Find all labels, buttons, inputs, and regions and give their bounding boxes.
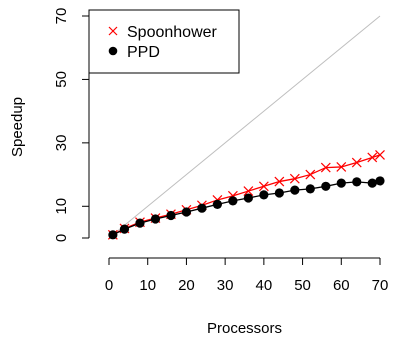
y-tick-label-50: 50 (53, 71, 70, 88)
point-ppd-16 (352, 177, 362, 187)
legend-marker-spoonhower-b (108, 26, 118, 36)
point-spoonhower-10 (258, 181, 269, 192)
point-ppd-14 (321, 181, 331, 191)
point-ppd-2 (135, 218, 145, 228)
point-ppd-5 (181, 207, 192, 217)
point-ppd-10 (259, 190, 269, 200)
y-tick-label-0: 0 (53, 234, 70, 242)
point-spoonhower-14 (320, 162, 331, 173)
point-spoonhower-17 (367, 152, 378, 163)
point-ppd-0 (108, 230, 118, 240)
legend-items: Spoonhower PPD (108, 24, 218, 61)
legend: Spoonhower PPD (88, 9, 240, 74)
point-ppd-4 (166, 210, 176, 221)
point-spoonhower-15-b (336, 162, 347, 172)
point-spoonhower-14-b (320, 162, 331, 173)
point-ppd-15 (336, 178, 346, 188)
point-ppd-13 (305, 184, 315, 194)
y-tick-label-30: 30 (53, 135, 70, 152)
x-tick-label-20: 20 (178, 277, 195, 294)
axes: 0 10 20 30 40 50 60 70 0 10 30 50 70 (53, 8, 388, 294)
point-spoonhower-13-b (305, 169, 316, 180)
series-layer (107, 149, 385, 240)
point-ppd-3 (150, 214, 161, 224)
legend-marker-ppd (108, 46, 118, 56)
y-ticks: 0 10 30 50 70 (53, 8, 89, 242)
point-ppd-8 (228, 196, 238, 206)
x-tick-label-10: 10 (139, 277, 156, 294)
point-spoonhower-11 (274, 176, 285, 187)
point-spoonhower-12-b (289, 173, 300, 184)
reference-diagonal-line (108, 15, 381, 239)
x-axis-label: Processors (207, 320, 282, 337)
point-ppd-18 (375, 176, 385, 186)
point-spoonhower-15 (336, 162, 347, 172)
point-spoonhower-18-b (375, 149, 385, 160)
y-axis-label: Speedup (9, 97, 26, 157)
point-spoonhower-17-b (367, 152, 378, 163)
point-spoonhower-10-b (258, 181, 269, 192)
point-ppd-12 (290, 185, 300, 195)
y-tick-label-70: 70 (53, 8, 70, 25)
point-ppd-7 (212, 199, 222, 209)
point-ppd-9 (243, 193, 253, 203)
point-spoonhower-18 (375, 149, 385, 160)
point-spoonhower-9 (243, 186, 254, 196)
point-ppd-1 (119, 224, 130, 234)
point-spoonhower-12 (289, 173, 300, 184)
point-spoonhower-16-b (351, 157, 362, 168)
x-tick-label-0: 0 (105, 277, 113, 294)
x-tick-label-40: 40 (256, 277, 273, 294)
legend-box (88, 9, 240, 74)
point-spoonhower-13 (305, 169, 316, 180)
point-spoonhower-16 (351, 157, 362, 168)
x-tick-label-50: 50 (294, 277, 311, 294)
x-tick-label-60: 60 (333, 277, 350, 294)
y-tick-label-10: 10 (53, 198, 70, 215)
legend-marker-spoonhower (108, 26, 118, 36)
point-ppd-11 (274, 188, 284, 198)
series-ppd (108, 176, 385, 240)
legend-label-spoonhower: Spoonhower (127, 24, 218, 41)
x-ticks: 0 10 20 30 40 50 60 70 (105, 258, 389, 294)
x-tick-label-30: 30 (217, 277, 234, 294)
legend-label-ppd: PPD (127, 44, 160, 61)
point-ppd-17 (367, 178, 377, 188)
point-ppd-6 (197, 203, 207, 213)
x-tick-label-70: 70 (372, 277, 389, 294)
point-spoonhower-9-b (243, 186, 254, 196)
point-spoonhower-11-b (274, 176, 285, 187)
